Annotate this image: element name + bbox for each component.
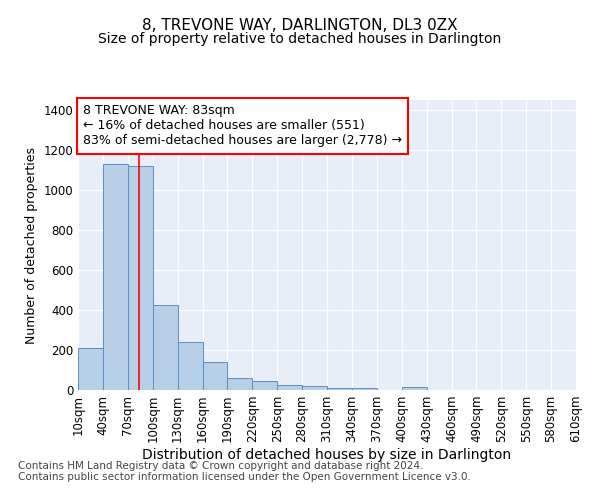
Bar [253, 381, 277, 390]
Bar [402, 387, 427, 390]
Text: 8 TREVONE WAY: 83sqm
← 16% of detached houses are smaller (551)
83% of semi-deta: 8 TREVONE WAY: 83sqm ← 16% of detached h… [83, 104, 402, 148]
Bar [152, 305, 178, 390]
Text: Contains HM Land Registry data © Crown copyright and database right 2024.
Contai: Contains HM Land Registry data © Crown c… [18, 461, 471, 482]
Bar [203, 362, 227, 390]
Text: Size of property relative to detached houses in Darlington: Size of property relative to detached ho… [98, 32, 502, 46]
Bar [103, 164, 128, 390]
Bar [78, 348, 103, 390]
Bar [178, 342, 203, 390]
Bar [277, 385, 302, 390]
Text: 8, TREVONE WAY, DARLINGTON, DL3 0ZX: 8, TREVONE WAY, DARLINGTON, DL3 0ZX [142, 18, 458, 32]
Bar [327, 388, 352, 390]
Bar [227, 378, 253, 390]
X-axis label: Distribution of detached houses by size in Darlington: Distribution of detached houses by size … [142, 448, 512, 462]
Bar [352, 388, 377, 390]
Y-axis label: Number of detached properties: Number of detached properties [25, 146, 38, 344]
Bar [128, 166, 153, 390]
Bar [302, 386, 327, 390]
